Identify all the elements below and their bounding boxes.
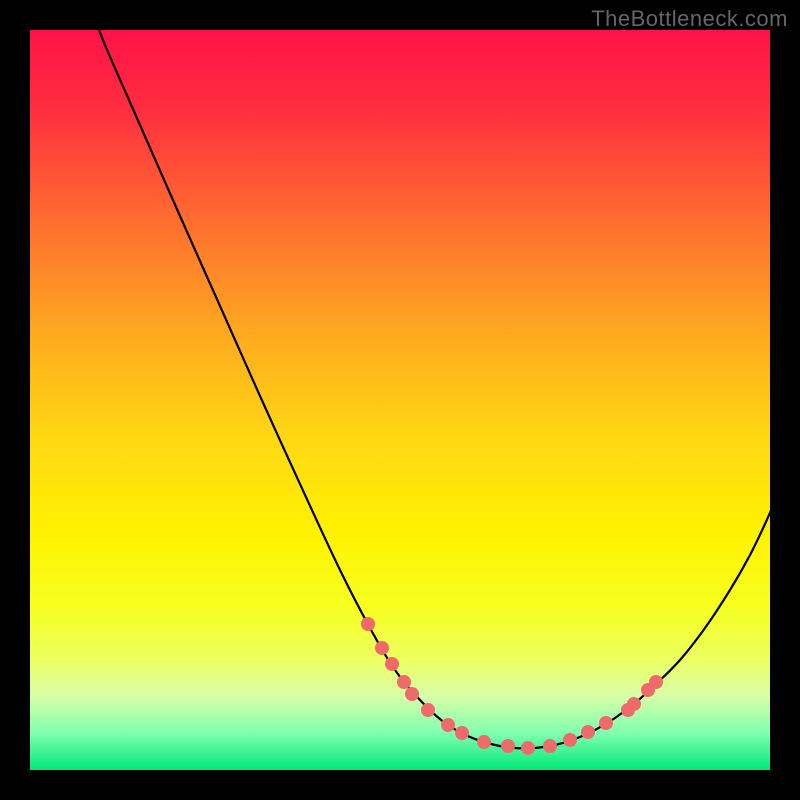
data-marker — [385, 657, 399, 671]
data-marker — [421, 703, 435, 717]
plot-area — [30, 30, 770, 770]
gradient-background — [30, 30, 770, 770]
data-marker — [375, 641, 389, 655]
data-marker — [441, 718, 455, 732]
data-marker — [627, 697, 641, 711]
data-marker — [543, 739, 557, 753]
data-marker — [581, 725, 595, 739]
data-marker — [455, 726, 469, 740]
data-marker — [599, 716, 613, 730]
data-marker — [361, 617, 375, 631]
data-marker — [477, 735, 491, 749]
data-marker — [521, 741, 535, 755]
data-marker — [501, 739, 515, 753]
data-marker — [563, 733, 577, 747]
watermark-text: TheBottleneck.com — [591, 6, 788, 32]
data-marker — [397, 675, 411, 689]
data-marker — [405, 687, 419, 701]
data-marker — [649, 675, 663, 689]
plot-svg — [30, 30, 770, 770]
